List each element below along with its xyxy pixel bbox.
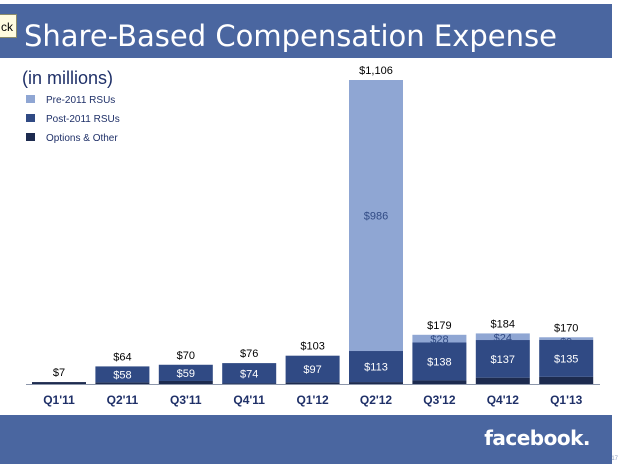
legend-swatch <box>26 133 35 141</box>
data-label: $135 <box>554 353 578 365</box>
legend-label: Pre-2011 RSUs <box>46 95 115 106</box>
bar-segment <box>539 337 594 340</box>
data-label: $986 <box>364 211 388 223</box>
total-label: $64 <box>113 351 131 363</box>
total-label: $70 <box>177 350 195 362</box>
back-tab[interactable]: ck <box>0 14 17 38</box>
footer-bar: facebook. <box>0 415 612 464</box>
total-label: $7 <box>53 367 65 379</box>
total-label: $184 <box>491 318 515 330</box>
data-label: $138 <box>427 356 451 368</box>
bar-segment <box>475 377 530 384</box>
data-label: $58 <box>113 369 131 381</box>
legend-label: Options & Other <box>46 133 118 144</box>
bar-segment <box>158 380 213 384</box>
x-tick-label: Q4'11 <box>233 393 265 407</box>
bar-segment <box>158 364 213 381</box>
bar-segment <box>95 366 150 383</box>
data-label: $137 <box>491 354 515 366</box>
legend-swatch <box>26 114 35 122</box>
bar-segment <box>412 334 467 343</box>
x-tick-label: Q1'13 <box>550 393 583 407</box>
bar-segment <box>539 376 594 384</box>
bar-segment <box>475 340 530 378</box>
total-label: $103 <box>300 341 324 353</box>
x-tick-label: Q2'12 <box>360 393 393 407</box>
page-title: Share-Based Compensation Expense <box>24 19 557 53</box>
bar-segment <box>539 339 594 377</box>
chart-unit-note: (in millions) <box>22 68 113 88</box>
chart-legend: Pre-2011 RSUs Post-2011 RSUs Options & Oth… <box>26 95 120 144</box>
chart-x-axis: Q1'11 Q2'11 Q3'11 Q4'11 Q1'12 Q2'12 Q3'12 Q4'12… <box>26 384 600 407</box>
bar-segment <box>285 382 340 384</box>
data-label: $9 <box>560 336 572 348</box>
bar-segment <box>349 80 403 352</box>
bar-segment <box>95 382 150 384</box>
data-label: $97 <box>303 364 321 376</box>
bar-segment <box>285 355 340 383</box>
legend-label: Post-2011 RSUs <box>46 114 120 125</box>
x-tick-label: Q1'11 <box>43 393 75 407</box>
total-label: $76 <box>240 348 258 360</box>
bar-segment <box>222 383 277 384</box>
facebook-logo: facebook. <box>484 426 590 450</box>
bar-segment <box>32 382 86 384</box>
legend-swatch <box>26 95 35 103</box>
x-tick-label: Q2'11 <box>107 393 139 407</box>
chart-bars: $7 $58 $64 $59 $70 $74 $76 $97 $103 $113 $986 $1,10… <box>32 65 594 384</box>
bar-segment <box>412 342 467 381</box>
bar-segment <box>349 382 403 384</box>
total-label: $179 <box>427 320 451 332</box>
data-label: $24 <box>494 332 512 344</box>
bar-segment <box>412 380 467 384</box>
title-bar: Share-Based Compensation Expense <box>0 4 612 58</box>
bar-segment <box>349 351 403 383</box>
x-tick-label: Q3'12 <box>423 393 456 407</box>
data-label: $59 <box>177 368 195 380</box>
slide-number: 17 <box>611 456 618 462</box>
x-tick-label: Q3'11 <box>170 393 202 407</box>
bar-segment <box>475 333 530 341</box>
data-label: $113 <box>364 362 388 374</box>
total-label: $170 <box>554 322 578 334</box>
x-tick-label: Q1'12 <box>296 393 329 407</box>
data-label: $74 <box>240 368 258 380</box>
total-label: $1,106 <box>359 65 393 77</box>
x-tick-label: Q4'12 <box>487 393 520 407</box>
data-label: $28 <box>430 334 448 346</box>
bar-segment <box>222 363 277 384</box>
